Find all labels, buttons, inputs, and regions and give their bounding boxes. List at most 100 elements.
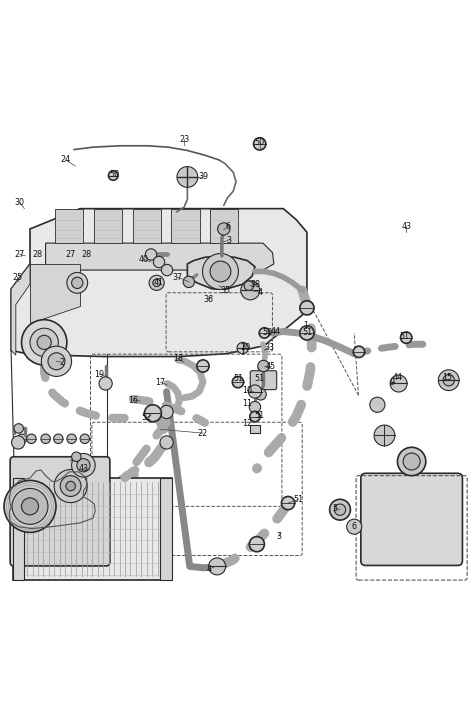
Circle shape xyxy=(14,424,23,433)
Text: 52: 52 xyxy=(141,413,151,423)
Circle shape xyxy=(202,254,238,290)
Circle shape xyxy=(66,481,75,490)
Circle shape xyxy=(37,335,51,350)
Circle shape xyxy=(72,277,83,288)
Text: 28: 28 xyxy=(82,250,92,259)
Circle shape xyxy=(160,436,173,449)
Bar xyxy=(12,478,24,580)
Text: 22: 22 xyxy=(198,428,208,438)
Text: 44: 44 xyxy=(271,327,281,336)
Circle shape xyxy=(300,326,314,340)
Text: 27: 27 xyxy=(15,250,25,259)
Text: 20: 20 xyxy=(240,342,251,352)
Circle shape xyxy=(146,249,156,260)
Text: 1: 1 xyxy=(303,321,308,330)
Text: 4: 4 xyxy=(206,565,211,573)
Text: 12: 12 xyxy=(242,419,253,428)
Polygon shape xyxy=(133,209,161,243)
Polygon shape xyxy=(30,264,80,323)
Circle shape xyxy=(370,398,385,413)
Circle shape xyxy=(99,377,112,390)
Circle shape xyxy=(67,272,88,293)
Polygon shape xyxy=(94,209,122,243)
Text: 27: 27 xyxy=(65,250,76,259)
Polygon shape xyxy=(187,256,255,289)
Text: 3: 3 xyxy=(276,532,281,541)
Circle shape xyxy=(403,453,420,470)
Circle shape xyxy=(177,167,198,187)
Circle shape xyxy=(54,470,87,503)
Circle shape xyxy=(54,434,63,443)
Text: 16: 16 xyxy=(128,395,138,405)
Circle shape xyxy=(11,436,25,449)
Text: 23: 23 xyxy=(179,134,189,144)
Circle shape xyxy=(149,275,164,290)
Circle shape xyxy=(254,138,266,150)
Circle shape xyxy=(160,405,173,418)
Circle shape xyxy=(390,375,407,392)
Text: 25: 25 xyxy=(12,272,22,282)
Text: 35: 35 xyxy=(220,286,230,295)
Bar xyxy=(160,478,172,580)
Circle shape xyxy=(255,389,266,400)
Text: 3: 3 xyxy=(226,236,231,245)
Polygon shape xyxy=(46,243,274,270)
Text: 43: 43 xyxy=(401,222,411,231)
Circle shape xyxy=(60,475,81,496)
Circle shape xyxy=(438,370,459,390)
Text: 6: 6 xyxy=(352,522,357,531)
Text: 18: 18 xyxy=(173,354,183,363)
Circle shape xyxy=(27,434,36,443)
Circle shape xyxy=(145,405,161,422)
Circle shape xyxy=(153,279,160,287)
Text: 15: 15 xyxy=(442,373,452,382)
Text: 28: 28 xyxy=(33,250,43,259)
Circle shape xyxy=(249,401,261,413)
Text: 4: 4 xyxy=(257,287,262,297)
Polygon shape xyxy=(11,209,307,357)
Circle shape xyxy=(21,498,38,515)
Circle shape xyxy=(77,458,90,472)
Text: 11: 11 xyxy=(242,399,252,408)
Text: 43: 43 xyxy=(78,464,89,473)
Text: 51: 51 xyxy=(233,374,243,383)
Circle shape xyxy=(218,223,230,235)
Circle shape xyxy=(72,453,95,477)
Circle shape xyxy=(241,281,260,300)
Circle shape xyxy=(146,405,160,421)
Circle shape xyxy=(12,488,48,524)
Text: 24: 24 xyxy=(61,155,71,164)
Text: 50: 50 xyxy=(255,138,265,147)
Polygon shape xyxy=(210,209,238,243)
Text: 41: 41 xyxy=(154,278,164,287)
Bar xyxy=(12,478,172,580)
Circle shape xyxy=(197,360,209,372)
Text: 30: 30 xyxy=(15,198,25,207)
Circle shape xyxy=(41,346,72,376)
Circle shape xyxy=(210,261,231,282)
Text: 50: 50 xyxy=(263,328,273,337)
Polygon shape xyxy=(55,209,83,243)
Text: 9: 9 xyxy=(390,378,394,387)
Circle shape xyxy=(80,434,90,443)
Circle shape xyxy=(72,452,81,461)
FancyBboxPatch shape xyxy=(250,371,277,390)
Polygon shape xyxy=(171,209,200,243)
Circle shape xyxy=(250,411,260,422)
Text: 50: 50 xyxy=(109,169,119,179)
Text: 51: 51 xyxy=(255,410,265,420)
Circle shape xyxy=(4,480,56,533)
Circle shape xyxy=(41,434,50,443)
Text: 5: 5 xyxy=(333,504,338,513)
Bar xyxy=(250,425,260,433)
Circle shape xyxy=(161,265,173,276)
Text: 51: 51 xyxy=(255,374,265,383)
Text: 40: 40 xyxy=(138,255,148,264)
Text: 38: 38 xyxy=(251,280,261,289)
Circle shape xyxy=(30,328,58,357)
Text: 45: 45 xyxy=(266,362,276,370)
Text: 17: 17 xyxy=(155,378,165,387)
Circle shape xyxy=(183,276,194,287)
Circle shape xyxy=(237,342,248,354)
Circle shape xyxy=(209,558,226,575)
